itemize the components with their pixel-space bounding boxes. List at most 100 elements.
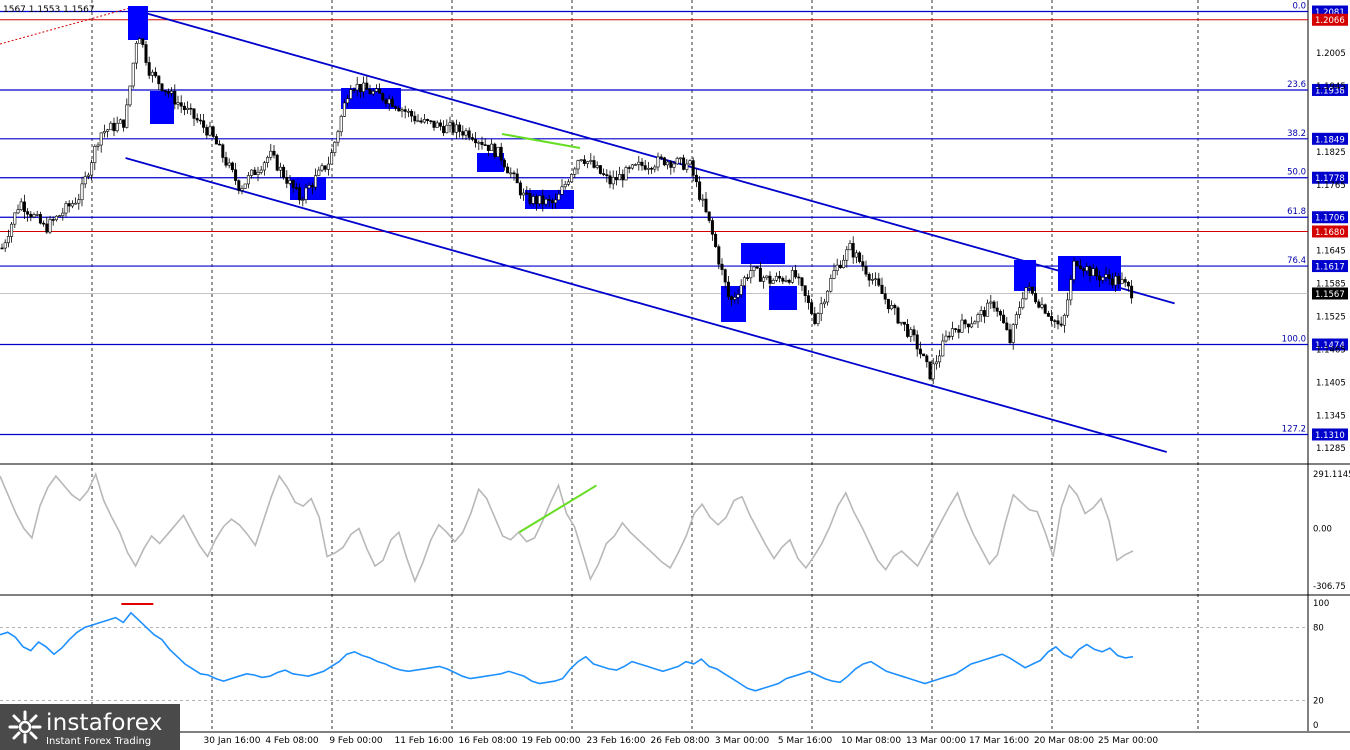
candle-body <box>426 119 430 121</box>
candle-body <box>998 311 1002 316</box>
candle-body <box>870 279 874 281</box>
candle-body <box>938 355 942 363</box>
candle-body <box>115 122 119 132</box>
candle-body <box>653 166 657 170</box>
candle-body <box>531 196 535 204</box>
candle-body <box>19 201 23 211</box>
candle-body <box>749 270 753 279</box>
candle-body <box>723 269 727 283</box>
price-tag-box <box>1312 13 1348 26</box>
candle-body <box>1030 286 1034 294</box>
cci-tick-label: 0.00 <box>1313 525 1332 535</box>
candle-body <box>141 38 145 45</box>
price-tick-label: 1.1525 <box>1316 313 1346 323</box>
candle-body <box>877 278 881 286</box>
candle-body <box>109 122 113 131</box>
price-tag-label: 1.1938 <box>1315 86 1345 96</box>
candle-body <box>198 119 202 122</box>
red-dotted-trendline <box>0 7 131 45</box>
candle-body <box>394 106 398 109</box>
x-axis-label: 20 Mar 08:00 <box>1034 736 1094 746</box>
candle-body <box>864 266 868 275</box>
candle-body <box>342 102 346 117</box>
candle-body <box>643 165 647 170</box>
fibonacci-level-name: 76.4 <box>1287 256 1306 266</box>
cci-tick-label: -306.75 <box>1313 582 1346 592</box>
pattern-box <box>769 286 797 310</box>
candle-body <box>301 199 305 201</box>
candle-body <box>570 174 574 183</box>
candle-body <box>182 105 186 110</box>
candle-body <box>509 172 513 175</box>
x-axis-label: 25 Mar 00:00 <box>1098 736 1158 746</box>
candle-body <box>682 157 686 170</box>
candle-body <box>675 158 679 165</box>
axis-labels: 30 Jan 16:00 4 Feb 08:00 9 Feb 00:00 11 Feb… <box>204 49 1346 746</box>
candle-body <box>730 296 734 300</box>
candle-body <box>259 169 263 173</box>
candle-body <box>310 185 314 188</box>
candle-body <box>810 302 814 314</box>
candle-body <box>669 161 673 168</box>
fibonacci-level-name: 38.2 <box>1287 129 1306 139</box>
candle-body <box>899 321 903 324</box>
candle-body <box>202 120 206 128</box>
candle-body <box>733 297 737 300</box>
candle-body <box>768 275 772 284</box>
candle-body <box>582 159 586 164</box>
candle-body <box>698 181 702 200</box>
candle-body <box>470 137 474 140</box>
candle-body <box>659 156 663 159</box>
candle-body <box>211 126 215 137</box>
candle-body <box>362 82 366 92</box>
candle-body <box>246 175 250 185</box>
candle-body <box>390 98 394 107</box>
candle-body <box>154 71 158 77</box>
candle-body <box>157 75 161 85</box>
candle-body <box>1027 286 1031 289</box>
candle-body <box>906 324 910 337</box>
candle-body <box>1056 320 1060 325</box>
candle-body <box>374 88 378 92</box>
price-tick-label: 1.1585 <box>1316 280 1346 290</box>
candle-body <box>928 361 932 380</box>
candle-body <box>80 183 84 201</box>
candle-body <box>378 88 382 94</box>
candle-body <box>397 107 401 112</box>
candle-body <box>538 195 542 204</box>
x-axis-label: 23 Feb 16:00 <box>586 736 645 746</box>
candle-body <box>890 305 894 310</box>
candle-body <box>323 165 327 170</box>
candle-body <box>371 91 375 95</box>
candle-body <box>656 156 660 168</box>
candle-body <box>106 129 110 132</box>
candle-body <box>1104 274 1108 278</box>
candle-body <box>1021 298 1025 309</box>
candle-body <box>573 168 577 175</box>
candle-body <box>320 165 324 171</box>
candle-body <box>365 82 369 90</box>
candle-body <box>262 162 266 171</box>
candle-body <box>387 98 391 104</box>
candle-body <box>173 90 177 105</box>
candle-body <box>256 172 260 176</box>
pattern-box <box>128 6 148 40</box>
candle-body <box>966 323 970 328</box>
candle-body <box>381 93 385 101</box>
price-tag-box <box>1312 211 1348 224</box>
candle-body <box>93 145 97 163</box>
candle-body <box>490 143 494 151</box>
candle-body <box>1075 260 1079 267</box>
candle-body <box>861 261 865 267</box>
candle-body <box>6 236 10 244</box>
candle-body <box>710 220 714 235</box>
candle-body <box>691 160 695 176</box>
candle-body <box>16 209 20 214</box>
candle-body <box>534 196 538 204</box>
candle-body <box>650 167 654 170</box>
logo-mark-icon <box>8 710 42 744</box>
candle-body <box>848 243 852 251</box>
price-tick-label: 1.1825 <box>1316 148 1346 158</box>
candle-body <box>176 102 180 105</box>
x-axis-label: 11 Feb 16:00 <box>394 736 453 746</box>
